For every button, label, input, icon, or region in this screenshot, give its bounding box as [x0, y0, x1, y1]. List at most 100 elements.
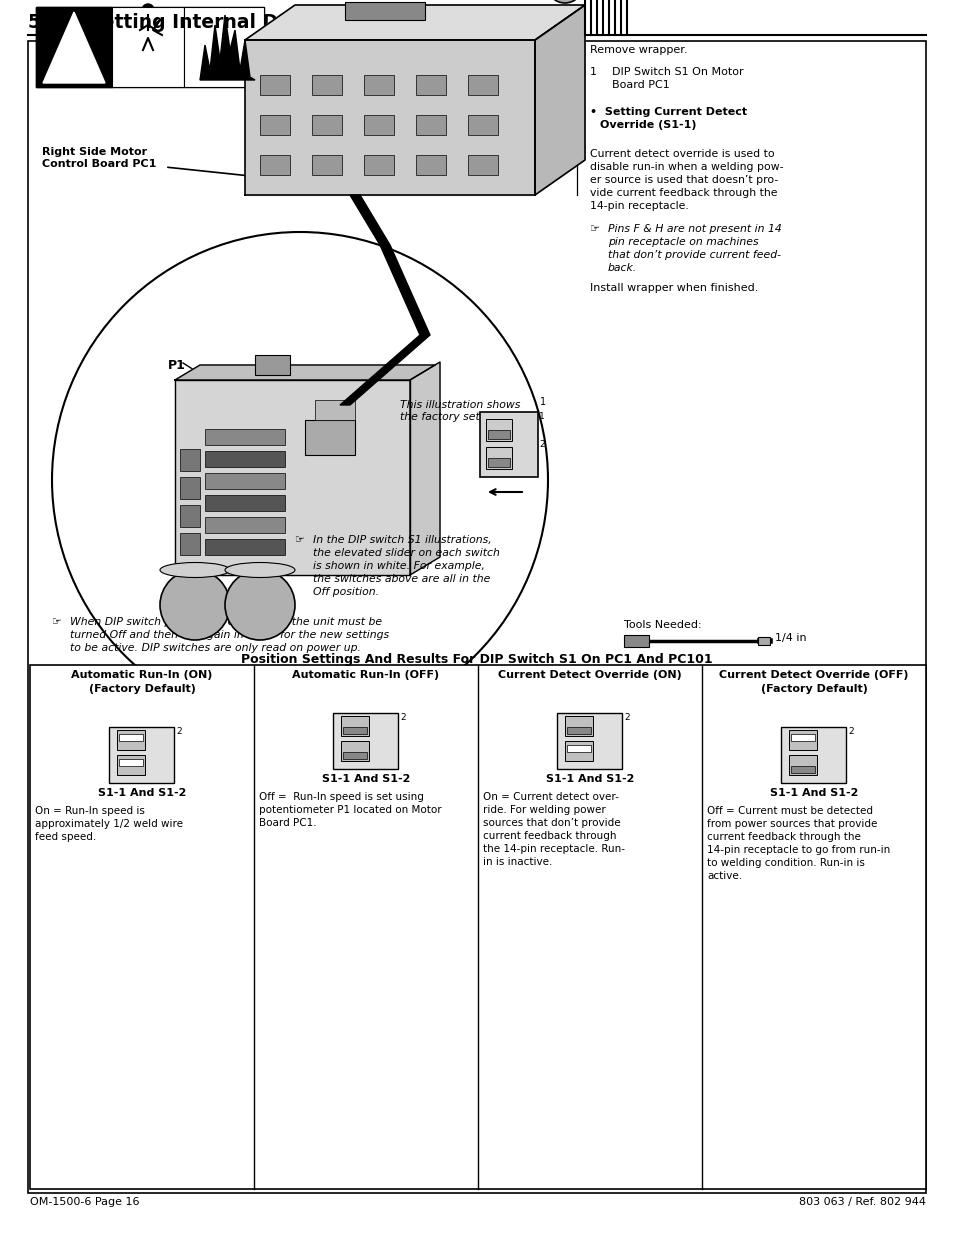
Text: feed speed.: feed speed.	[35, 832, 96, 842]
Polygon shape	[245, 5, 584, 40]
Text: ride. For welding power: ride. For welding power	[482, 805, 605, 815]
Circle shape	[142, 4, 153, 16]
Bar	[485, 447, 512, 469]
Bar	[205, 495, 285, 511]
Text: On = Current detect over-: On = Current detect over-	[482, 792, 618, 802]
Text: Automatic Run-In (OFF): Automatic Run-In (OFF)	[293, 671, 439, 680]
Text: On = Run-In speed is: On = Run-In speed is	[35, 806, 145, 816]
Bar	[180, 477, 200, 499]
Circle shape	[160, 571, 230, 640]
Text: vide current feedback through the: vide current feedback through the	[589, 188, 777, 198]
Text: disable run-in when a welding pow-: disable run-in when a welding pow-	[589, 162, 782, 172]
Circle shape	[225, 571, 294, 640]
Text: approximately 1/2 weld wire: approximately 1/2 weld wire	[35, 819, 183, 829]
Text: S1-1 And S1-2: S1-1 And S1-2	[321, 774, 410, 784]
Text: Left Side Motor
Control Board
PC101: Left Side Motor Control Board PC101	[317, 9, 415, 42]
Text: DIP Switch S1 On Motor: DIP Switch S1 On Motor	[612, 67, 742, 77]
Bar	[314, 400, 355, 420]
Text: turned Off and then On again in order for the new settings: turned Off and then On again in order fo…	[70, 630, 389, 640]
Text: 2: 2	[176, 727, 182, 736]
Circle shape	[266, 35, 292, 61]
Text: Current Detect Override (OFF): Current Detect Override (OFF)	[719, 671, 908, 680]
Text: 2: 2	[400, 713, 406, 722]
Bar	[557, 713, 622, 769]
Text: current feedback through the: current feedback through the	[706, 832, 860, 842]
Text: Current detect override is used to: Current detect override is used to	[589, 149, 774, 159]
Bar	[623, 635, 648, 647]
Text: In the DIP switch S1 illustrations,: In the DIP switch S1 illustrations,	[313, 535, 491, 545]
Text: Override (S1-1): Override (S1-1)	[599, 120, 696, 130]
Bar	[119, 760, 143, 766]
Text: ☞: ☞	[589, 224, 606, 233]
Text: Right Side Motor
Control Board PC1: Right Side Motor Control Board PC1	[42, 147, 156, 169]
Bar	[305, 420, 355, 454]
Text: S1-1 And S1-2: S1-1 And S1-2	[545, 774, 634, 784]
Bar	[343, 727, 367, 734]
Text: pin receptacle on machines: pin receptacle on machines	[607, 237, 758, 247]
Text: ☞: ☞	[52, 618, 69, 627]
Bar	[479, 412, 537, 477]
Text: Off = Current must be detected: Off = Current must be detected	[706, 806, 872, 816]
Polygon shape	[535, 5, 584, 195]
Bar	[343, 752, 367, 760]
Bar	[567, 745, 591, 752]
Bar	[485, 419, 512, 441]
Text: back.: back.	[607, 263, 637, 273]
Text: in is inactive.: in is inactive.	[482, 857, 552, 867]
Text: the elevated slider on each switch: the elevated slider on each switch	[313, 548, 499, 558]
Bar	[119, 734, 143, 741]
Polygon shape	[174, 380, 410, 576]
Bar	[341, 716, 369, 736]
Polygon shape	[245, 40, 535, 195]
Circle shape	[290, 35, 315, 61]
Polygon shape	[200, 15, 254, 80]
Bar	[364, 156, 394, 175]
Bar	[341, 741, 369, 761]
Bar	[416, 156, 446, 175]
Text: (Factory Default): (Factory Default)	[89, 684, 195, 694]
Bar	[180, 505, 200, 527]
Text: 1: 1	[538, 412, 544, 421]
Text: !: !	[70, 41, 78, 59]
Text: (Factory Default): (Factory Default)	[760, 684, 866, 694]
Text: the switches above are all in the: the switches above are all in the	[313, 574, 490, 584]
Bar	[312, 156, 341, 175]
Bar	[312, 115, 341, 135]
Bar	[30, 664, 925, 1189]
Text: 2: 2	[847, 727, 853, 736]
Bar	[260, 115, 290, 135]
Bar	[112, 7, 184, 86]
Bar	[260, 156, 290, 175]
Bar	[36, 7, 264, 86]
Text: Automatic Run-In (ON): Automatic Run-In (ON)	[71, 671, 213, 680]
Text: current feedback through: current feedback through	[482, 831, 616, 841]
Bar	[205, 451, 285, 467]
Text: active.: active.	[706, 871, 741, 881]
Polygon shape	[174, 366, 435, 380]
Text: 2: 2	[538, 440, 544, 450]
Polygon shape	[410, 362, 439, 576]
Bar	[205, 473, 285, 489]
Text: Pins F & H are not present in 14: Pins F & H are not present in 14	[607, 224, 781, 233]
Bar	[180, 450, 200, 471]
Text: 2: 2	[624, 713, 630, 722]
Bar	[205, 517, 285, 534]
Text: Install wrapper when finished.: Install wrapper when finished.	[589, 283, 758, 293]
Bar	[781, 727, 845, 783]
Text: that don’t provide current feed-: that don’t provide current feed-	[607, 249, 781, 261]
Bar	[416, 75, 446, 95]
Bar	[789, 730, 817, 750]
Text: Board PC1: Board PC1	[612, 80, 669, 90]
Text: 1/4 in: 1/4 in	[774, 634, 806, 643]
Text: 14-pin receptacle to go from run-in: 14-pin receptacle to go from run-in	[706, 845, 889, 855]
Bar	[364, 115, 394, 135]
Circle shape	[546, 0, 582, 2]
Text: Tools Needed:: Tools Needed:	[623, 620, 700, 630]
Circle shape	[52, 232, 547, 727]
Text: S1-1 And S1-2: S1-1 And S1-2	[98, 788, 186, 798]
Polygon shape	[43, 12, 105, 83]
Bar	[565, 741, 593, 761]
Text: Off =  Run-In speed is set using: Off = Run-In speed is set using	[258, 792, 423, 802]
Bar	[488, 430, 510, 438]
Text: Board PC1.: Board PC1.	[258, 818, 316, 827]
